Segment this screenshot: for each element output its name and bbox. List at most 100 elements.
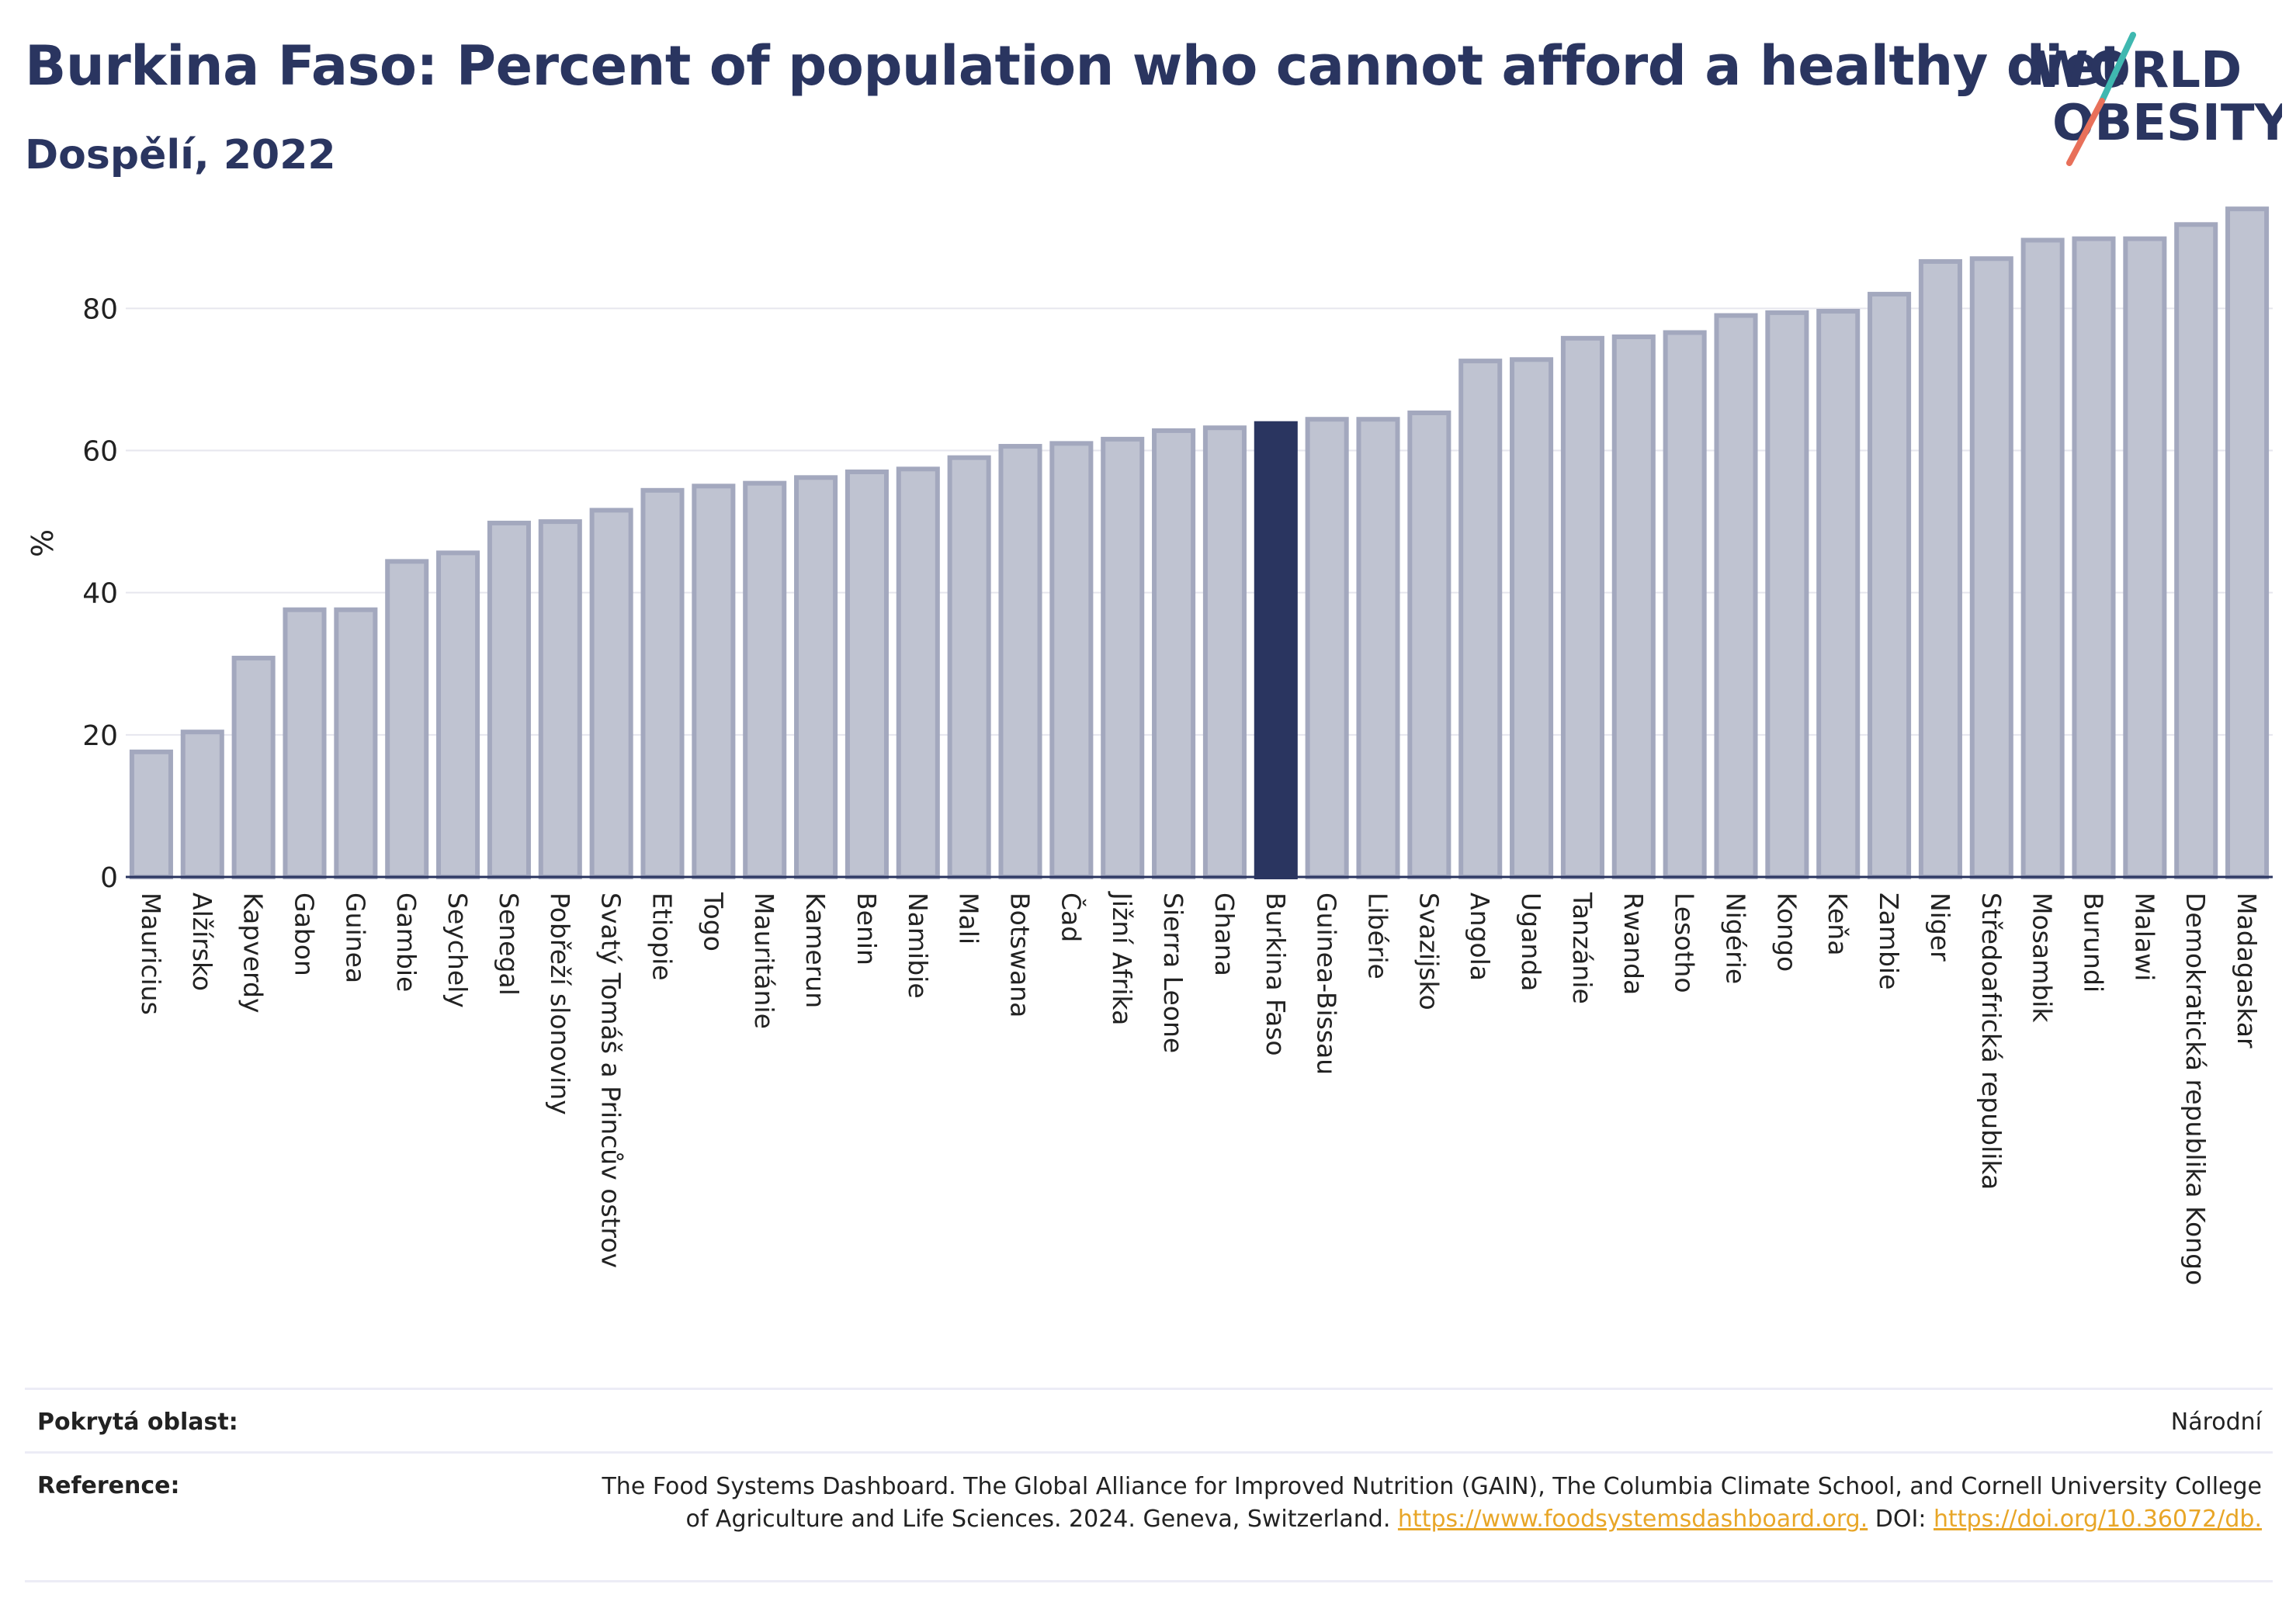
bar[interactable]	[1918, 258, 1962, 879]
bar[interactable]	[998, 444, 1042, 879]
bar[interactable]	[487, 520, 531, 879]
logo-slash-coral-icon	[2066, 98, 2105, 166]
bar[interactable]	[1202, 425, 1247, 879]
x-tick-label: Mauritánie	[749, 892, 779, 1029]
x-tick-label: Niger	[1925, 892, 1955, 962]
x-tick-label: Demokratická republika Kongo	[2180, 892, 2211, 1285]
y-tick-label: 80	[82, 293, 118, 325]
bar[interactable]	[1458, 359, 1503, 879]
x-tick-label: Angola	[1465, 892, 1495, 981]
y-tick-label: 40	[82, 578, 118, 610]
x-tick-label: Alžírsko	[187, 892, 217, 991]
bar[interactable]	[2225, 206, 2270, 879]
bars	[129, 206, 2270, 880]
bar[interactable]	[1560, 335, 1604, 879]
bar[interactable]	[1969, 256, 2013, 879]
x-tick-label: Svazijsko	[1413, 892, 1444, 1010]
x-tick-label: Mauricius	[136, 892, 166, 1015]
reference-url-link[interactable]: https://www.foodsystemsdashboard.org.	[1397, 1506, 1868, 1533]
x-tick-label: Mosambik	[2027, 892, 2058, 1023]
bar[interactable]	[2072, 236, 2116, 880]
bar[interactable]	[1152, 428, 1196, 879]
x-tick-label: Burkina Faso	[1261, 892, 1291, 1056]
x-tick-label: Togo	[698, 892, 728, 951]
reference-doi-label: DOI:	[1875, 1506, 1927, 1533]
bar[interactable]	[385, 559, 429, 879]
x-tick-label: Rwanda	[1618, 892, 1649, 995]
x-tick-label: Ghana	[1209, 892, 1240, 976]
bar[interactable]	[640, 487, 685, 880]
bar[interactable]	[1663, 330, 1707, 879]
logo-word-world: WORLD	[2034, 42, 2242, 99]
x-tick-label: Guinea-Bissau	[1312, 892, 1342, 1075]
logo-slash-teal-icon	[2099, 32, 2136, 104]
bar[interactable]	[2020, 237, 2065, 879]
bar[interactable]	[589, 508, 633, 879]
bar[interactable]	[1510, 357, 1554, 880]
bar-highlighted[interactable]	[1254, 421, 1298, 879]
bar[interactable]	[129, 749, 173, 879]
y-tick-label: 60	[82, 436, 118, 468]
x-tick-label: Zambie	[1874, 892, 1904, 989]
bar[interactable]	[1714, 313, 1758, 879]
bar[interactable]	[1305, 417, 1349, 879]
bar[interactable]	[436, 550, 480, 880]
y-tick-label: 0	[100, 862, 118, 894]
x-tick-label: Libérie	[1363, 892, 1393, 979]
x-tick-label: Madagaskar	[2232, 892, 2262, 1048]
coverage-value: Národní	[2170, 1409, 2262, 1436]
x-tick-label: Kamerun	[800, 892, 831, 1008]
bar[interactable]	[1356, 417, 1400, 879]
x-tick-label: Čad	[1056, 892, 1087, 942]
divider-bottom	[25, 1580, 2273, 1582]
chart-title: Burkina Faso: Percent of population who …	[25, 34, 2125, 98]
y-axis-label: %	[26, 529, 60, 557]
y-tick-label: 20	[82, 720, 118, 752]
bar[interactable]	[692, 483, 736, 879]
bar[interactable]	[1049, 441, 1094, 879]
bar[interactable]	[845, 470, 889, 879]
bar[interactable]	[231, 655, 276, 879]
x-tick-label: Pobřeží slonoviny	[545, 892, 575, 1115]
x-tick-label: Sierra Leone	[1158, 892, 1188, 1053]
bar[interactable]	[1407, 410, 1451, 879]
x-tick-label: Senegal	[494, 892, 524, 996]
x-tick-label: Gabon	[290, 892, 320, 976]
coverage-label: Pokrytá oblast:	[37, 1409, 238, 1436]
bar[interactable]	[947, 455, 991, 879]
chart-subtitle: Dospělí, 2022	[25, 132, 336, 178]
bar[interactable]	[334, 607, 378, 879]
x-tick-label: Burundi	[2079, 892, 2109, 993]
x-tick-label: Etiopie	[647, 892, 678, 981]
bar[interactable]	[2174, 222, 2218, 880]
x-tick-label: Botswana	[1005, 892, 1035, 1017]
bar[interactable]	[794, 475, 838, 879]
x-tick-label: Keňa	[1823, 892, 1853, 955]
x-tick-label: Středoafrická republika	[1976, 892, 2006, 1190]
x-tick-label: Jižní Afrika	[1107, 891, 1137, 1025]
x-tick-label: Kongo	[1771, 892, 1802, 972]
bar[interactable]	[283, 607, 327, 879]
x-tick-label: Mali	[954, 892, 984, 944]
bar[interactable]	[2123, 236, 2167, 880]
reference-body: The Food Systems Dashboard. The Global A…	[602, 1473, 2262, 1533]
bar[interactable]	[1765, 310, 1809, 879]
bar[interactable]	[180, 730, 224, 880]
x-tick-label: Benin	[851, 892, 882, 965]
reference-doi-link[interactable]: https://doi.org/10.36072/db.	[1934, 1506, 2262, 1533]
bar[interactable]	[896, 466, 940, 879]
reference-text: The Food Systems Dashboard. The Global A…	[593, 1471, 2262, 1536]
bar[interactable]	[1101, 436, 1145, 879]
reference-label: Reference:	[37, 1472, 180, 1499]
bar[interactable]	[538, 519, 582, 880]
divider-top	[25, 1388, 2273, 1390]
x-tick-label: Namibie	[903, 892, 933, 999]
bar[interactable]	[743, 480, 787, 880]
x-tick-label: Guinea	[340, 892, 370, 983]
bar[interactable]	[1868, 292, 1912, 880]
bar[interactable]	[1611, 334, 1656, 879]
bar[interactable]	[1816, 309, 1861, 880]
bar-chart: 0 20 40 60 80 Mauricius Alžírsko Kapverdy Gabon G…	[26, 206, 2273, 1285]
divider-middle	[25, 1451, 2273, 1454]
x-tick-label: Svatý Tomáš a Princův ostrov	[596, 892, 626, 1268]
